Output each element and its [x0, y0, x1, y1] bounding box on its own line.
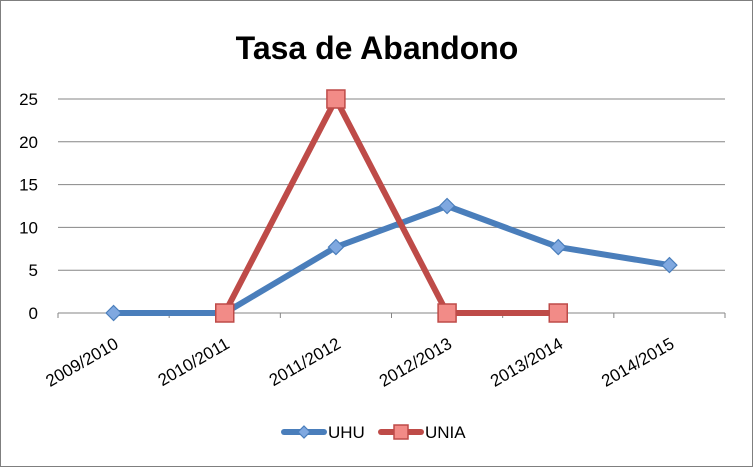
series-line-unia: [221, 96, 562, 316]
y-tick-label: 15: [19, 176, 38, 195]
y-tick-label: 0: [29, 304, 38, 323]
y-tick-label: 5: [29, 261, 38, 280]
data-point-uhu: [549, 238, 567, 256]
legend-label: UHU: [328, 423, 365, 442]
data-point-unia: [215, 303, 235, 323]
y-tick-label: 20: [19, 133, 38, 152]
data-point-uhu: [661, 256, 678, 274]
data-point-unia: [326, 89, 346, 109]
x-tick-label: 2012/2013: [376, 334, 455, 391]
legend-marker: [393, 424, 409, 440]
x-tick-label: 2009/2010: [42, 334, 121, 391]
y-axis: 0 5 10 15 20 25: [19, 90, 38, 323]
legend-item-uhu: UHU: [281, 423, 365, 442]
legend-item-unia: UNIA: [378, 423, 466, 442]
legend: UHU UNIA: [281, 423, 466, 442]
legend-label: UNIA: [425, 423, 466, 442]
data-point-unia: [437, 303, 457, 323]
series-line-uhu: [110, 203, 673, 316]
x-tick-label: 2011/2012: [266, 334, 344, 390]
x-tick-label: 2010/2011: [155, 334, 233, 390]
x-tick-label: 2013/2014: [487, 334, 566, 391]
x-axis: 2009/2010 2010/2011 2011/2012 2012/2013 2013…: [42, 313, 726, 391]
x-tick-label: 2014/2015: [598, 334, 677, 391]
chart-title: Tasa de Abandono: [236, 30, 519, 66]
data-point-uhu: [105, 304, 122, 322]
data-point-unia: [548, 303, 568, 323]
series-layer: [105, 89, 678, 323]
y-tick-label: 25: [19, 90, 38, 109]
series-uhu: [105, 197, 678, 322]
y-tick-label: 10: [19, 218, 38, 237]
series-unia: [215, 89, 568, 323]
data-point-uhu: [438, 197, 456, 215]
data-point-uhu: [327, 238, 345, 256]
legend-marker: [297, 425, 311, 439]
